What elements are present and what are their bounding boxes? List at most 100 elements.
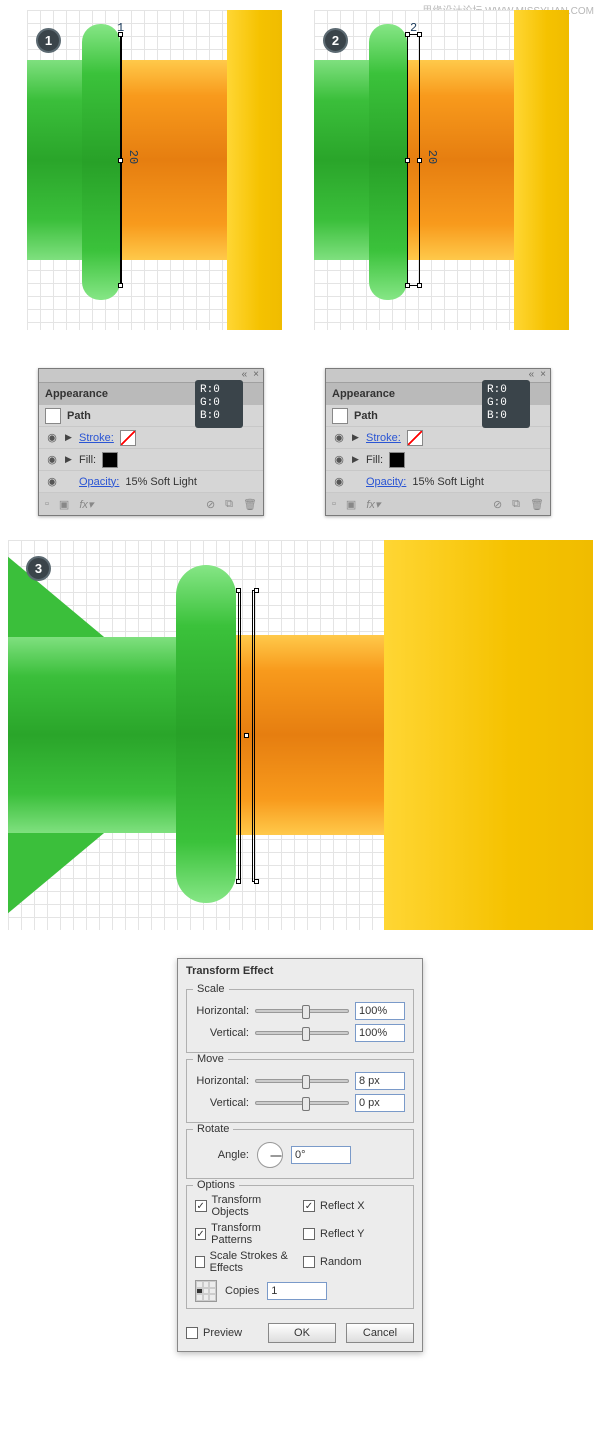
move-v-input[interactable]: 0 px <box>355 1094 405 1112</box>
rect-width-label: 1 <box>117 21 124 35</box>
step-badge-3: 3 <box>26 556 51 581</box>
disable-icon[interactable]: ⊘ <box>206 498 215 511</box>
green-pipe-body <box>8 637 183 833</box>
trash-icon[interactable]: 🗑 <box>243 498 257 511</box>
visibility-icon[interactable]: ◉ <box>332 475 346 488</box>
opt-reflect-x[interactable]: ✓Reflect X <box>303 1194 405 1218</box>
scale-h-input[interactable]: 100% <box>355 1002 405 1020</box>
selection-handle[interactable] <box>417 32 422 37</box>
preview-checkbox[interactable]: Preview <box>186 1327 258 1339</box>
selection-handle[interactable] <box>236 588 241 593</box>
cancel-button[interactable]: Cancel <box>346 1323 414 1343</box>
green-pipe-body <box>314 60 374 260</box>
fill-label: Fill: <box>366 454 383 466</box>
visibility-icon[interactable]: ◉ <box>45 431 59 444</box>
fill-row[interactable]: ◉ ▶ Fill: <box>326 449 550 471</box>
panel-close-icon[interactable]: × <box>253 369 259 382</box>
scale-v-slider[interactable] <box>255 1031 349 1035</box>
selection-handle[interactable] <box>254 879 259 884</box>
duplicate-icon[interactable]: ⧉ <box>512 498 520 511</box>
path-swatch <box>45 408 61 424</box>
move-title: Move <box>193 1053 228 1065</box>
angle-dial[interactable] <box>257 1142 283 1168</box>
opt-reflect-y[interactable]: Reflect Y <box>303 1222 405 1246</box>
duplicate-icon[interactable]: ⧉ <box>225 498 233 511</box>
opt-random[interactable]: Random <box>303 1250 405 1274</box>
opacity-value: 15% Soft Light <box>125 476 197 488</box>
disable-icon[interactable]: ⊘ <box>493 498 502 511</box>
yellow-block <box>227 10 282 330</box>
panel-close-icon[interactable]: × <box>540 369 546 382</box>
rgb-tooltip: R:0 G:0 B:0 <box>482 380 530 428</box>
fill-label: Fill: <box>79 454 96 466</box>
orange-pipe <box>236 635 384 835</box>
move-h-input[interactable]: 8 px <box>355 1072 405 1090</box>
new-art-icon[interactable]: ▫ <box>45 498 49 510</box>
trash-icon[interactable]: 🗑 <box>530 498 544 511</box>
selection-handle[interactable] <box>236 879 241 884</box>
move-v-slider[interactable] <box>255 1101 349 1105</box>
expand-icon[interactable]: ▶ <box>65 454 73 465</box>
stroke-swatch[interactable] <box>407 430 423 446</box>
expand-icon[interactable]: ▶ <box>65 432 73 443</box>
rect-right[interactable] <box>252 590 255 882</box>
selection-handle[interactable] <box>118 158 123 163</box>
move-v-label: Vertical: <box>195 1097 249 1109</box>
expand-icon[interactable]: ▶ <box>352 432 360 443</box>
stroke-link[interactable]: Stroke: <box>366 432 401 444</box>
fill-row[interactable]: ◉ ▶ Fill: <box>39 449 263 471</box>
transform-effect-dialog: Transform Effect Scale Horizontal: 100% … <box>177 958 423 1352</box>
visibility-icon[interactable]: ◉ <box>332 431 346 444</box>
stroke-row[interactable]: ◉ ▶ Stroke: <box>39 427 263 449</box>
path-label: Path <box>354 410 378 422</box>
opt-scale-strokes[interactable]: Scale Strokes & Effects <box>195 1250 297 1274</box>
opt-transform-patterns[interactable]: ✓Transform Patterns <box>195 1222 297 1246</box>
opacity-row[interactable]: ◉ Opacity: 15% Soft Light <box>326 471 550 493</box>
visibility-icon[interactable]: ◉ <box>332 453 346 466</box>
opacity-row[interactable]: ◉ Opacity: 15% Soft Light <box>39 471 263 493</box>
opacity-link[interactable]: Opacity: <box>79 476 119 488</box>
canvas-step-3 <box>8 540 593 930</box>
panel-collapse-icon[interactable]: « <box>242 369 248 382</box>
stroke-link[interactable]: Stroke: <box>79 432 114 444</box>
layers-icon[interactable]: ▣ <box>346 498 356 511</box>
rgb-g: G:0 <box>200 397 238 410</box>
stroke-row[interactable]: ◉ ▶ Stroke: <box>326 427 550 449</box>
rect-left[interactable] <box>238 590 241 882</box>
path-label: Path <box>67 410 91 422</box>
fx-icon[interactable]: fx▾ <box>366 498 380 511</box>
selection-handle[interactable] <box>405 158 410 163</box>
opacity-link[interactable]: Opacity: <box>366 476 406 488</box>
ok-button[interactable]: OK <box>268 1323 336 1343</box>
selection-handle[interactable] <box>417 158 422 163</box>
visibility-icon[interactable]: ◉ <box>45 475 59 488</box>
selection-handle[interactable] <box>254 588 259 593</box>
selection-handle[interactable] <box>118 283 123 288</box>
fill-swatch[interactable] <box>102 452 118 468</box>
yellow-block <box>384 540 593 930</box>
panel-collapse-icon[interactable]: « <box>529 369 535 382</box>
selection-handle[interactable] <box>405 283 410 288</box>
panel-footer: ▫ ▣ fx▾ ⊘ ⧉ 🗑 <box>39 493 263 515</box>
visibility-icon[interactable]: ◉ <box>45 453 59 466</box>
scale-fieldset: Scale Horizontal: 100% Vertical: 100% <box>186 989 414 1053</box>
rect-width-label: 2 <box>410 21 417 35</box>
selection-handle[interactable] <box>244 733 249 738</box>
registration-point[interactable] <box>195 1280 217 1302</box>
scale-v-input[interactable]: 100% <box>355 1024 405 1042</box>
copies-input[interactable]: 1 <box>267 1282 327 1300</box>
options-fieldset: Options ✓Transform Objects ✓Reflect X ✓T… <box>186 1185 414 1309</box>
fx-icon[interactable]: fx▾ <box>79 498 93 511</box>
fill-swatch[interactable] <box>389 452 405 468</box>
layers-icon[interactable]: ▣ <box>59 498 69 511</box>
expand-icon[interactable]: ▶ <box>352 454 360 465</box>
angle-input[interactable]: 0° <box>291 1146 351 1164</box>
stroke-swatch[interactable] <box>120 430 136 446</box>
scale-h-label: Horizontal: <box>195 1005 249 1017</box>
opt-transform-objects[interactable]: ✓Transform Objects <box>195 1194 297 1218</box>
scale-h-slider[interactable] <box>255 1009 349 1013</box>
move-h-slider[interactable] <box>255 1079 349 1083</box>
selection-handle[interactable] <box>417 283 422 288</box>
new-art-icon[interactable]: ▫ <box>332 498 336 510</box>
rgb-r: R:0 <box>200 384 238 397</box>
